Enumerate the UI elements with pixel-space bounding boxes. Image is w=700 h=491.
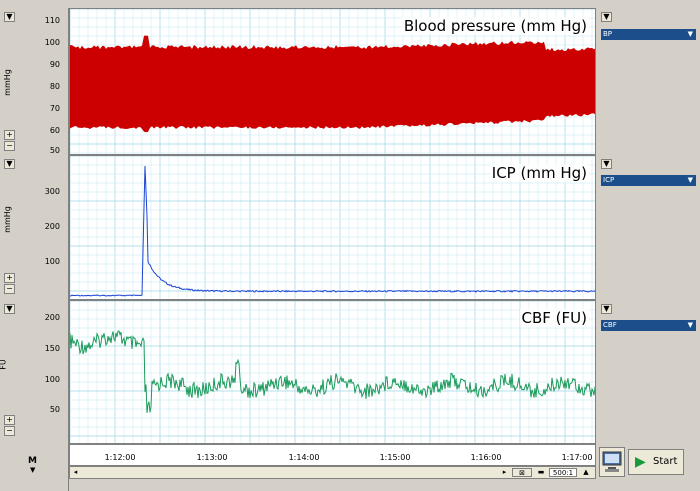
cbf-channel-title: CBF (FU) [519,309,589,327]
cbf-channel-select-value: CBF [603,321,617,329]
bp-waveform [70,9,595,154]
bp-channel-menu-button[interactable]: ▼ [4,12,15,22]
time-axis: 1:12:00 1:13:00 1:14:00 1:15:00 1:16:00 … [69,444,596,466]
chevron-down-icon: ▼ [687,321,693,329]
bp-trace [70,35,595,133]
bp-settings-menu-button[interactable]: ▼ [601,12,612,22]
cbf-unit-label: FU [0,359,8,370]
bp-tick: 100 [44,38,60,47]
play-icon: ▶ [635,454,646,470]
chevron-down-icon: ▼ [687,30,693,38]
cbf-tick: 200 [44,313,60,322]
icp-channel-select[interactable]: ICP ▼ [601,175,696,186]
chevron-down-icon: ▼ [687,176,693,184]
bp-tick: 80 [49,82,60,91]
marker-area: M ▼ [0,444,69,491]
time-label: 1:12:00 [104,453,136,462]
bp-channel-select[interactable]: BP ▼ [601,29,696,40]
cbf-tick: 50 [49,405,60,414]
cbf-channel-select[interactable]: CBF ▼ [601,320,696,331]
scroll-left-icon[interactable]: ◂ [73,468,78,476]
horizontal-scrollbar[interactable]: ◂ ▸ ⊠ ▬ 500:1 ▲ [69,466,596,479]
time-label: 1:13:00 [196,453,228,462]
bp-channel-axis: ▼ mmHg 110 100 90 80 70 60 50 + − [0,8,69,155]
icp-unit-label: mmHg [2,206,12,233]
cbf-settings-menu-button[interactable]: ▼ [601,304,612,314]
marker-arrow-icon: ▼ [30,466,36,474]
icp-channel-title: ICP (mm Hg) [489,164,589,182]
zoom-ratio[interactable]: 500:1 [549,468,577,477]
time-label: 1:15:00 [379,453,411,462]
cbf-channel-menu-button[interactable]: ▼ [4,304,15,314]
bp-tick: 60 [49,126,60,135]
cbf-trace [70,330,595,413]
cbf-plot[interactable]: CBF (FU) [69,300,596,444]
bp-tick: 50 [49,146,60,155]
time-label: 1:14:00 [288,453,320,462]
bp-tick: 70 [49,104,60,113]
zoom-fit-icon[interactable]: ⊠ [512,468,532,477]
start-button-label: Start [653,456,678,467]
expand-icon[interactable]: ▲ [583,468,589,476]
bp-zoom-in-button[interactable]: + [4,130,15,140]
icp-channel-menu-button[interactable]: ▼ [4,159,15,169]
cbf-channel-settings: ▼ CBF ▼ [597,300,700,444]
bp-channel-settings: ▼ BP ▼ [597,8,700,155]
cbf-tick: 100 [44,375,60,384]
monitor-icon[interactable] [599,447,625,477]
cbf-zoom-out-button[interactable]: − [4,426,15,436]
bp-tick: 110 [44,16,60,25]
time-label: 1:17:00 [561,453,593,462]
compress-icon[interactable]: ▬ [537,468,545,476]
icp-settings-menu-button[interactable]: ▼ [601,159,612,169]
icp-zoom-out-button[interactable]: − [4,284,15,294]
icp-trace [70,165,595,297]
icp-channel-select-value: ICP [603,176,615,184]
bp-channel-select-value: BP [603,30,613,38]
icp-channel-settings: ▼ ICP ▼ [597,155,700,300]
start-button[interactable]: ▶ Start [628,449,684,475]
icp-channel-axis: ▼ mmHg 300 200 100 + − [0,155,69,300]
bp-unit-label: mmHg [2,69,12,96]
icp-tick: 200 [44,222,60,231]
icp-zoom-in-button[interactable]: + [4,273,15,283]
bp-tick: 90 [49,60,60,69]
icp-waveform [70,156,595,299]
bp-plot[interactable]: Blood pressure (mm Hg) [69,8,596,155]
scroll-right-icon[interactable]: ▸ [502,468,507,476]
icp-tick: 300 [44,187,60,196]
icp-tick: 100 [44,257,60,266]
bp-zoom-out-button[interactable]: − [4,141,15,151]
icp-plot[interactable]: ICP (mm Hg) [69,155,596,300]
cbf-waveform [70,301,595,443]
time-label: 1:16:00 [470,453,502,462]
cbf-channel-axis: ▼ FU 200 150 100 50 + − [0,300,69,444]
cbf-zoom-in-button[interactable]: + [4,415,15,425]
marker-button[interactable]: M [28,456,37,466]
cbf-tick: 150 [44,344,60,353]
bp-channel-title: Blood pressure (mm Hg) [401,17,589,35]
